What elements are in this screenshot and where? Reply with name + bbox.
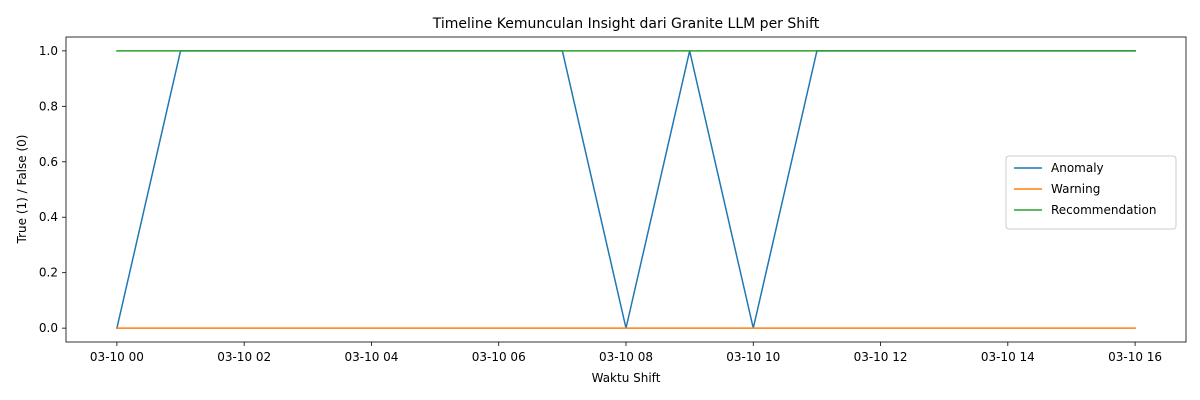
y-tick-label: 0.6 — [39, 155, 58, 169]
y-tick-label: 0.0 — [39, 321, 58, 335]
x-tick-label: 03-10 14 — [981, 350, 1035, 364]
x-axis-label: Waktu Shift — [592, 371, 661, 385]
legend: Anomaly Warning Recommendation — [1005, 155, 1177, 230]
y-tick-label: 0.4 — [39, 210, 58, 224]
y-tick-label: 0.2 — [39, 266, 58, 280]
x-tick-label: 03-10 02 — [217, 350, 271, 364]
x-tick-label: 03-10 08 — [599, 350, 653, 364]
legend-box — [1005, 155, 1177, 230]
x-tick-label: 03-10 00 — [90, 350, 144, 364]
legend-label-recommendation: Recommendation — [1051, 203, 1156, 217]
y-axis-label: True (1) / False (0) — [15, 135, 29, 245]
x-tick-label: 03-10 12 — [854, 350, 908, 364]
x-tick-label: 03-10 06 — [472, 350, 526, 364]
series-line-anomaly — [116, 50, 1136, 330]
legend-label-anomaly: Anomaly — [1051, 161, 1104, 175]
x-tick-label: 03-10 10 — [726, 350, 780, 364]
plot-area: 03-10 00 03-10 02 03-10 04 03-10 06 03-10 08… — [39, 36, 1187, 364]
x-tick-label: 03-10 04 — [344, 350, 398, 364]
y-tick-label: 1.0 — [39, 44, 58, 58]
chart-title: Timeline Kemunculan Insight dari Granite… — [432, 16, 820, 32]
x-tick-label: 03-10 16 — [1108, 350, 1162, 364]
y-tick-label: 0.8 — [39, 99, 58, 113]
legend-label-warning: Warning — [1051, 182, 1100, 196]
